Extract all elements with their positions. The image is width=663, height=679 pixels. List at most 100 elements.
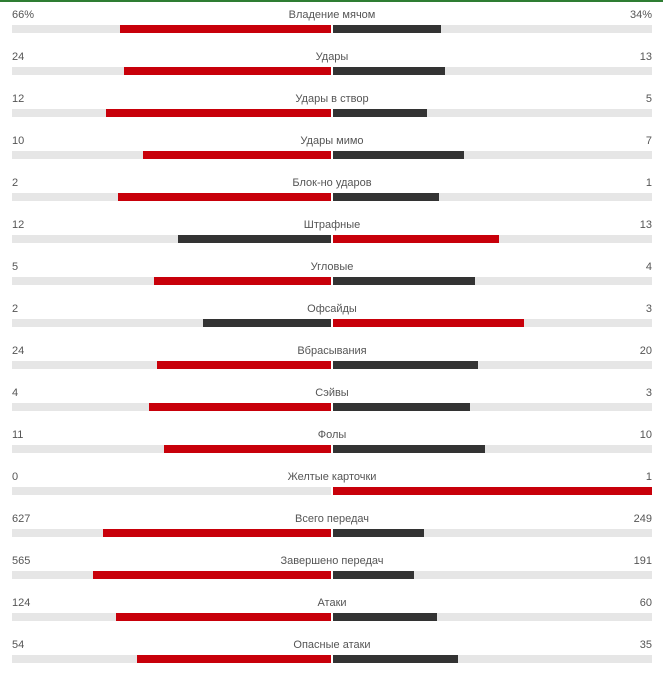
home-bar-fill: [157, 361, 331, 369]
home-bar-fill: [154, 277, 331, 285]
away-value: 60: [639, 597, 652, 609]
home-bar-fill: [178, 235, 331, 243]
home-bar-track: [12, 529, 331, 537]
stat-name: Вбрасывания: [297, 345, 367, 357]
stat-row: 2 Офсайды 3: [12, 301, 652, 343]
home-bar-track: [12, 193, 331, 201]
stat-row: 11 Фолы 10: [12, 427, 652, 469]
stat-row: 2 Блок-но ударов 1: [12, 175, 652, 217]
home-value: 2: [12, 303, 19, 315]
home-value: 66%: [12, 9, 35, 21]
stat-name: Сэйвы: [315, 387, 349, 399]
home-bar-track: [12, 109, 331, 117]
away-bar-fill: [333, 151, 464, 159]
away-value: 13: [639, 51, 652, 63]
away-bar-track: [333, 445, 652, 453]
home-bar-track: [12, 319, 331, 327]
home-bar-fill: [164, 445, 331, 453]
stat-row: 0 Желтые карточки 1: [12, 469, 652, 511]
away-bar-fill: [333, 529, 424, 537]
away-bar-fill: [333, 403, 470, 411]
stat-name: Владение мячом: [288, 9, 376, 21]
stat-row: 12 Удары в створ 5: [12, 91, 652, 133]
home-bar-fill: [120, 25, 331, 33]
home-value: 565: [12, 555, 31, 567]
home-bar-track: [12, 151, 331, 159]
away-bar-fill: [333, 319, 524, 327]
away-bar-fill: [333, 109, 427, 117]
away-bar-track: [333, 361, 652, 369]
home-bar-fill: [124, 67, 331, 75]
home-bar-track: [12, 361, 331, 369]
away-bar-fill: [333, 445, 485, 453]
stat-name: Фолы: [317, 429, 347, 441]
away-bar-track: [333, 235, 652, 243]
stat-row: 4 Сэйвы 3: [12, 385, 652, 427]
stat-name: Опасные атаки: [293, 639, 371, 651]
away-value: 191: [633, 555, 652, 567]
away-value: 34%: [629, 9, 652, 21]
away-value: 35: [639, 639, 652, 651]
home-bar-track: [12, 277, 331, 285]
top-border-line: [0, 0, 663, 2]
away-bar-track: [333, 319, 652, 327]
stat-row: 24 Вбрасывания 20: [12, 343, 652, 385]
home-value: 10: [12, 135, 25, 147]
stat-name: Всего передач: [295, 513, 369, 525]
away-value: 7: [645, 135, 652, 147]
stat-row: 10 Удары мимо 7: [12, 133, 652, 175]
home-bar-track: [12, 67, 331, 75]
away-bar-fill: [333, 655, 458, 663]
home-value: 627: [12, 513, 31, 525]
stat-row: 124 Атаки 60: [12, 595, 652, 637]
away-value: 5: [645, 93, 652, 105]
away-value: 10: [639, 429, 652, 441]
away-bar-track: [333, 151, 652, 159]
stat-row: 627 Всего передач 249: [12, 511, 652, 553]
away-value: 3: [645, 303, 652, 315]
home-bar-fill: [149, 403, 331, 411]
stat-row: 5 Угловые 4: [12, 259, 652, 301]
home-value: 11: [12, 429, 24, 441]
away-bar-fill: [333, 571, 414, 579]
home-value: 0: [12, 471, 19, 483]
stat-name: Штрафные: [303, 219, 361, 231]
stat-row: 12 Штрафные 13: [12, 217, 652, 259]
home-value: 4: [12, 387, 19, 399]
home-value: 5: [12, 261, 19, 273]
away-value: 1: [645, 177, 652, 189]
home-bar-track: [12, 655, 331, 663]
stat-name: Угловые: [310, 261, 354, 273]
home-bar-track: [12, 25, 331, 33]
away-bar-track: [333, 613, 652, 621]
stat-name: Удары: [315, 51, 349, 63]
away-bar-fill: [333, 361, 478, 369]
home-bar-fill: [103, 529, 331, 537]
home-value: 12: [12, 219, 25, 231]
home-bar-fill: [106, 109, 331, 117]
away-bar-fill: [333, 25, 441, 33]
away-bar-track: [333, 25, 652, 33]
stat-name: Завершено передач: [280, 555, 384, 567]
home-value: 12: [12, 93, 25, 105]
stat-row: 24 Удары 13: [12, 49, 652, 91]
home-bar-fill: [203, 319, 331, 327]
home-bar-track: [12, 445, 331, 453]
stat-row: 66% Владение мячом 34%: [12, 7, 652, 49]
away-bar-track: [333, 67, 652, 75]
away-value: 4: [645, 261, 652, 273]
home-value: 124: [12, 597, 31, 609]
match-statistics: 66% Владение мячом 34% 24 Удары 13 12 Удары в с…: [12, 7, 652, 679]
stat-name: Атаки: [317, 597, 347, 609]
home-bar-track: [12, 613, 331, 621]
home-bar-fill: [137, 655, 331, 663]
away-bar-fill: [333, 67, 445, 75]
home-value: 24: [12, 345, 25, 357]
away-bar-fill: [333, 235, 499, 243]
away-value: 13: [639, 219, 652, 231]
home-bar-track: [12, 403, 331, 411]
home-bar-track: [12, 487, 331, 495]
away-bar-fill: [333, 487, 652, 495]
stat-row: 565 Завершено передач 191: [12, 553, 652, 595]
stat-name: Блок-но ударов: [292, 177, 372, 189]
